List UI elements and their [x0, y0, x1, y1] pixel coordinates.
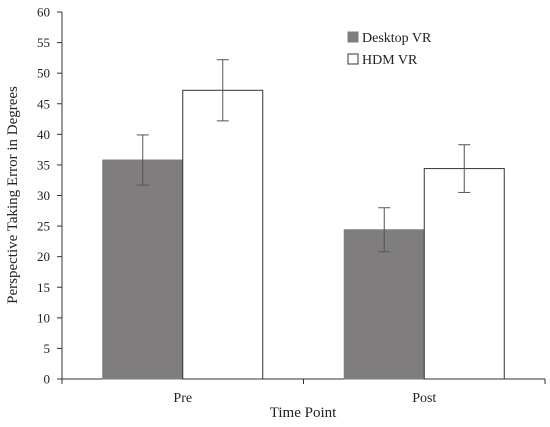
y-tick-label: 40	[37, 127, 50, 142]
error-bars	[136, 59, 471, 253]
y-tick-label: 45	[37, 96, 50, 111]
y-tick-label: 35	[37, 157, 50, 172]
y-tick-label: 60	[37, 5, 50, 20]
bars	[102, 89, 505, 380]
legend-swatch	[347, 53, 359, 65]
y-tick-label: 0	[44, 372, 51, 387]
legend: Desktop VR HDM VR	[347, 31, 432, 68]
legend-label: HDM VR	[362, 53, 418, 68]
y-tick-label: 15	[37, 280, 50, 295]
y-axis: 0 5 10 15 20 25 30 35 40 45 50 55 60	[37, 5, 63, 387]
y-tick-label: 5	[44, 341, 51, 356]
y-axis-title: Perspective Taking Error in Degrees	[5, 86, 21, 304]
y-tick-label: 20	[37, 249, 50, 264]
x-category-label: Post	[412, 391, 436, 406]
y-tick-label: 55	[37, 35, 50, 50]
y-tick-label: 10	[37, 310, 50, 325]
y-tick-label: 30	[37, 188, 50, 203]
bar	[102, 159, 184, 380]
bar	[182, 89, 264, 380]
bar	[423, 168, 505, 380]
legend-label: Desktop VR	[362, 31, 432, 46]
x-axis-title: Time Point	[270, 405, 337, 421]
legend-swatch	[347, 31, 359, 43]
y-tick-label: 50	[37, 66, 50, 81]
x-category-label: Pre	[173, 391, 192, 406]
y-tick-label: 25	[37, 219, 50, 234]
x-axis: Pre Post	[61, 378, 546, 406]
